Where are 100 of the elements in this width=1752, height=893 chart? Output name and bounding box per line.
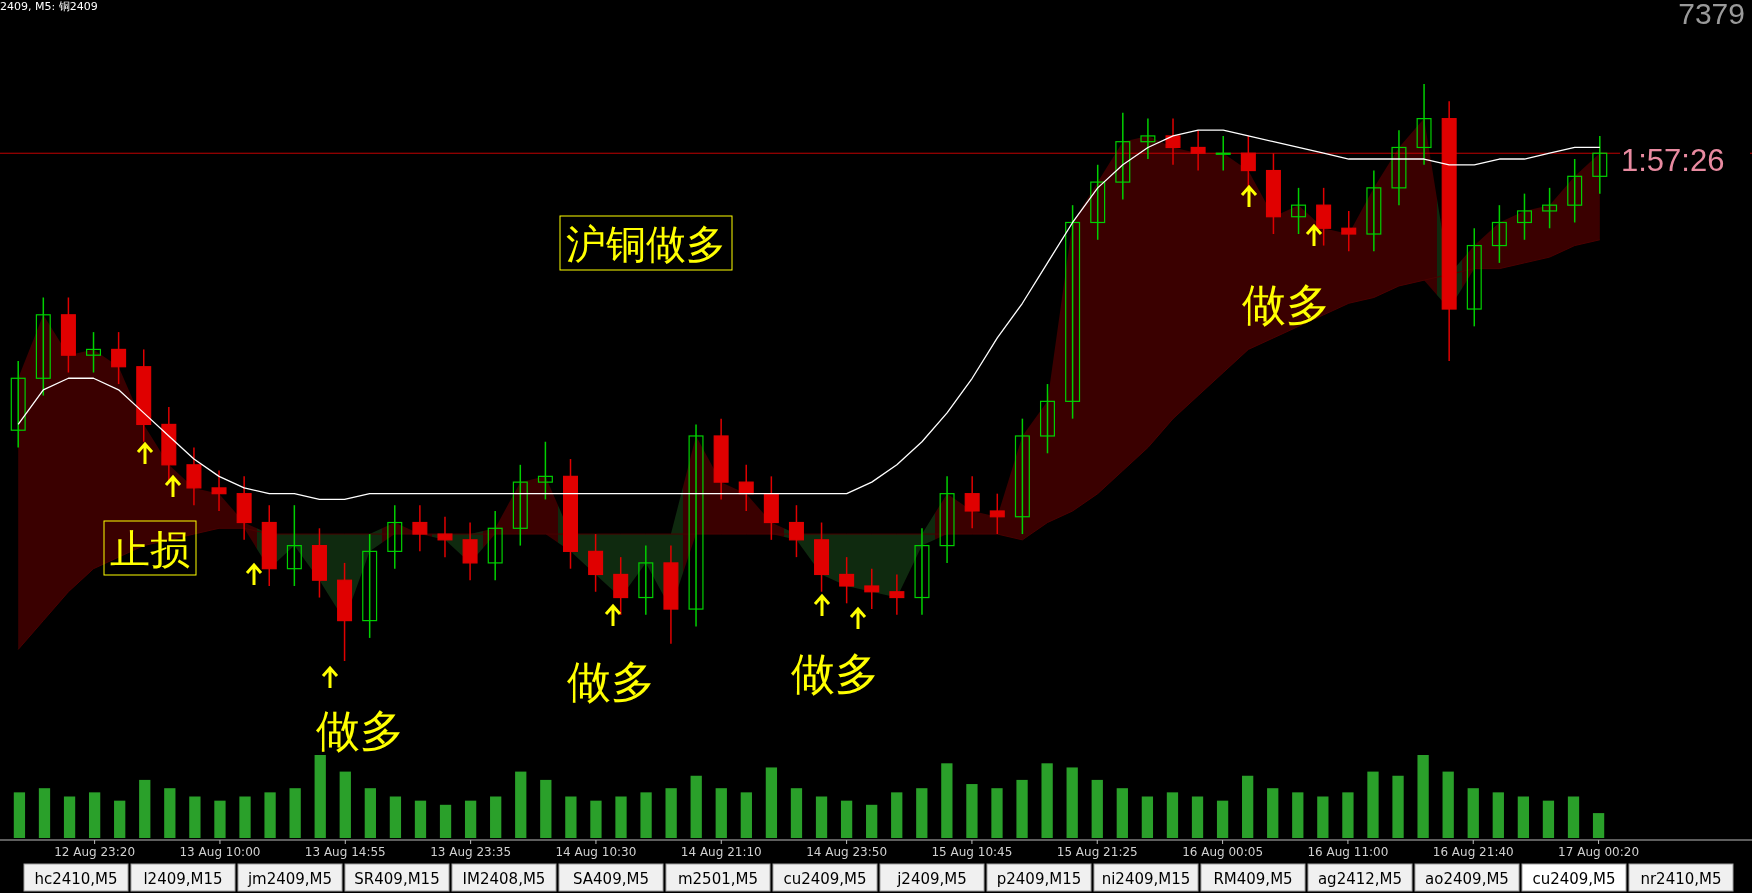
text: IM2408,M5 [462, 870, 546, 888]
bar [840, 800, 853, 838]
candlestick [1065, 204, 1081, 420]
candlestick [738, 464, 754, 512]
annotation: 止损 [110, 526, 190, 572]
candlestick [1592, 135, 1608, 195]
text: p2409,M15 [996, 870, 1082, 888]
bar [1567, 796, 1580, 838]
bar [815, 796, 828, 838]
candlestick [286, 504, 302, 587]
bar [1141, 796, 1154, 838]
bar [1066, 767, 1078, 838]
bar [966, 784, 978, 838]
candlestick [638, 544, 654, 616]
bar [991, 788, 1003, 838]
bar [439, 804, 452, 838]
text: l2409,M15 [143, 870, 223, 888]
bar [464, 800, 477, 838]
candlestick [537, 440, 553, 501]
candlestick [1039, 383, 1055, 455]
candlestick [1190, 129, 1206, 172]
bar [1041, 763, 1053, 838]
candlestick [1567, 158, 1583, 224]
text: ni2409,M15 [1101, 870, 1191, 888]
candlestick [412, 504, 428, 553]
bar [339, 771, 351, 838]
bar [1116, 788, 1128, 838]
candlestick [1416, 83, 1432, 166]
annotation: 做多 [791, 648, 879, 699]
text: ao2409,M5 [1425, 870, 1509, 888]
bar [1592, 813, 1605, 838]
bar [1216, 800, 1229, 838]
candlestick [788, 504, 804, 558]
bar [1417, 755, 1429, 838]
bar [1542, 800, 1555, 838]
bar [1166, 792, 1179, 838]
bar [1442, 771, 1454, 838]
bar [515, 771, 527, 838]
candlestick [387, 504, 403, 570]
bar [389, 796, 402, 838]
annotation: 沪铜做多 [566, 221, 726, 267]
x-tick-label: 16 Aug 11:00 [1307, 845, 1389, 859]
ref-line-label: 1:57:26 [1621, 143, 1725, 179]
candlestick [839, 556, 855, 605]
bar [640, 792, 652, 838]
bar [740, 792, 752, 838]
bar [1016, 779, 1028, 838]
candlestick [588, 533, 604, 593]
bar [114, 800, 126, 838]
bar [38, 788, 51, 838]
candlestick [1341, 210, 1357, 253]
x-tick-label: 13 Aug 10:00 [179, 845, 261, 859]
text: nr2410,M5 [1640, 870, 1722, 888]
candlestick [1165, 117, 1181, 166]
bar [615, 796, 627, 838]
candlestick [1090, 164, 1106, 241]
bar [540, 779, 552, 838]
text: 7379 [1678, 0, 1745, 30]
bar [665, 788, 677, 838]
bar [264, 792, 276, 838]
bar [1342, 792, 1354, 838]
bar [1191, 796, 1204, 838]
text: cu2409,M5 [1532, 870, 1616, 888]
bar [715, 788, 727, 838]
candlestick [1366, 169, 1382, 253]
candlestick [989, 492, 1005, 535]
bar [314, 755, 326, 838]
candlestick [1014, 417, 1030, 535]
bar [690, 775, 702, 838]
bar [490, 796, 502, 838]
bar [289, 788, 301, 838]
bar [13, 792, 26, 838]
candlestick [1542, 187, 1558, 229]
bar [1091, 779, 1103, 838]
candlestick [462, 521, 478, 581]
candlestick [964, 475, 980, 530]
x-tick-label: 13 Aug 14:55 [304, 845, 386, 859]
x-tick-label: 17 Aug 00:20 [1558, 845, 1640, 859]
bar [214, 800, 226, 838]
bar [414, 800, 427, 838]
text: RM409,M5 [1213, 870, 1293, 888]
bar [1367, 771, 1379, 838]
annotation: 做多 [316, 705, 404, 756]
bar [1467, 788, 1479, 838]
candlestick [10, 360, 26, 449]
candlestick [1291, 187, 1307, 235]
candlestick [864, 567, 880, 610]
bar [88, 792, 101, 838]
candlestick [487, 510, 503, 581]
candlestick [1466, 227, 1482, 328]
text: SR409,M15 [354, 870, 440, 888]
annotation: 做多 [1242, 279, 1330, 330]
x-tick-label: 14 Aug 23:50 [806, 845, 888, 859]
bar [916, 788, 928, 838]
candlestick [688, 423, 704, 628]
bar [891, 792, 903, 838]
candlestick [186, 446, 202, 506]
x-tick-label: 14 Aug 10:30 [555, 845, 637, 859]
bar [63, 796, 76, 838]
bar [1292, 792, 1304, 838]
